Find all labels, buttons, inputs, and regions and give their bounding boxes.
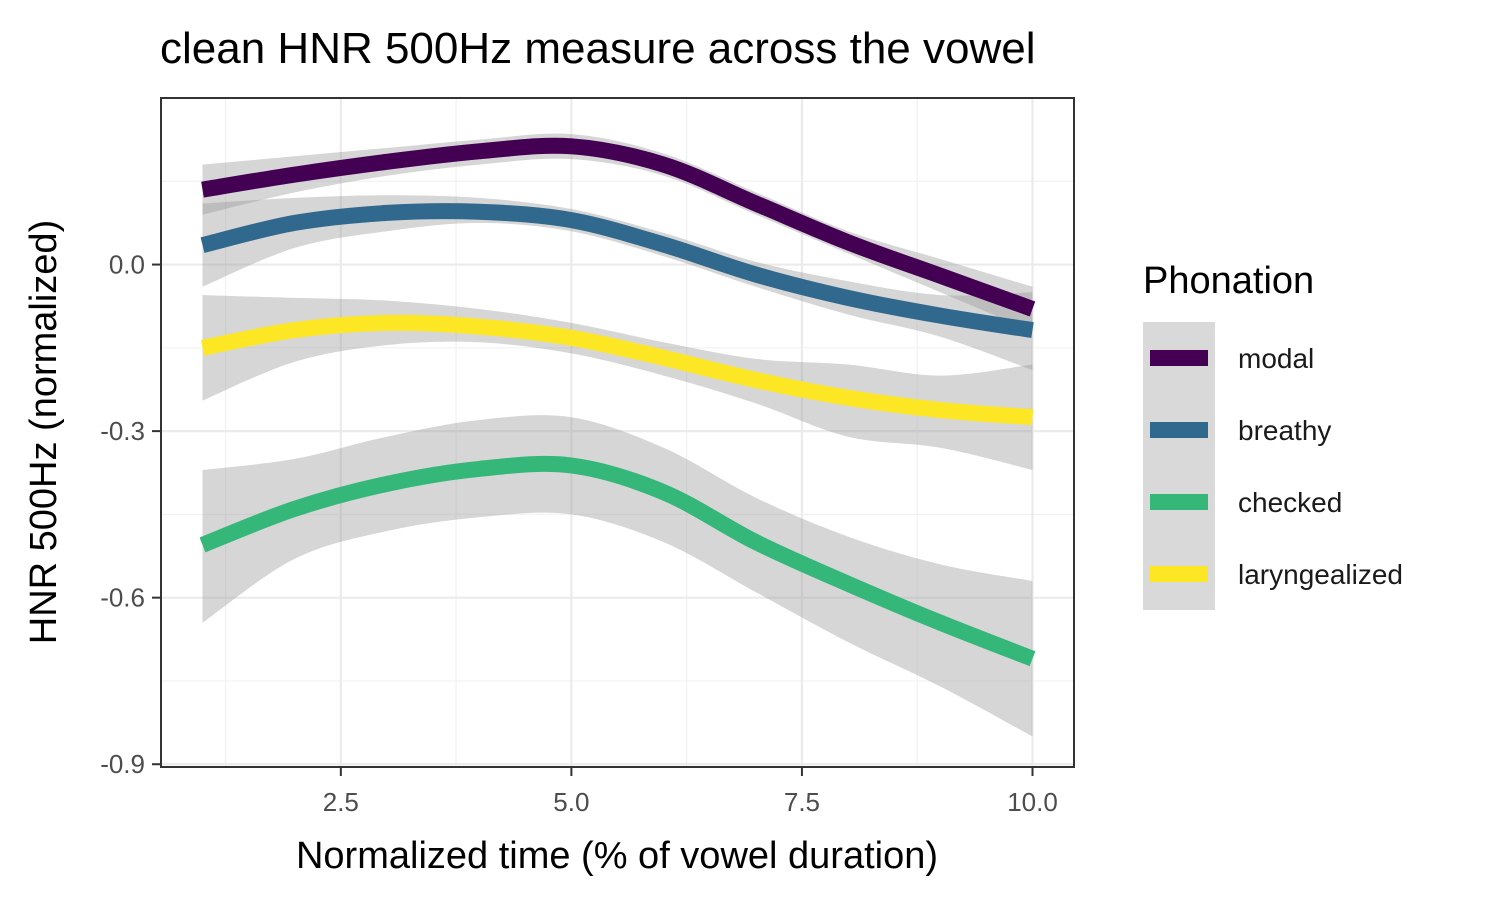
legend-items: modal breathy checked laryngealized xyxy=(1150,343,1403,590)
grid-lines xyxy=(161,98,1074,767)
legend: Phonation modal breathy checked laryngealiz… xyxy=(1143,260,1403,610)
series-line-checked xyxy=(199,455,1036,667)
x-tick-label: 7.5 xyxy=(784,787,820,817)
legend-label-checked: checked xyxy=(1238,487,1342,518)
legend-label-laryngealized: laryngealized xyxy=(1238,559,1403,590)
legend-label-modal: modal xyxy=(1238,343,1314,374)
y-tick-label: -0.6 xyxy=(100,583,145,613)
y-tick-label: -0.3 xyxy=(100,416,145,446)
x-tick-label: 5.0 xyxy=(553,787,589,817)
y-tick-label: 0.0 xyxy=(109,250,145,280)
ribbon-laryngealized xyxy=(202,295,1033,470)
x-axis: 2.5 5.0 7.5 10.0 xyxy=(323,767,1058,817)
series-lines xyxy=(199,137,1036,667)
legend-key-background xyxy=(1143,322,1215,610)
legend-label-breathy: breathy xyxy=(1238,415,1331,446)
legend-title: Phonation xyxy=(1143,260,1314,302)
chart-title: clean HNR 500Hz measure across the vowel xyxy=(160,24,1036,73)
x-tick-label: 10.0 xyxy=(1007,787,1058,817)
series-line-breathy xyxy=(200,203,1034,339)
series-line-modal xyxy=(201,137,1036,317)
x-axis-title: Normalized time (% of vowel duration) xyxy=(296,835,938,877)
series-line-laryngealized xyxy=(200,314,1034,426)
y-axis-title: HNR 500Hz (normalized) xyxy=(23,220,65,644)
ribbon-checked xyxy=(202,415,1033,737)
y-axis: -0.9 -0.6 -0.3 0.0 xyxy=(100,250,161,779)
x-tick-label: 2.5 xyxy=(323,787,359,817)
y-tick-label: -0.9 xyxy=(100,749,145,779)
plot-panel-border xyxy=(160,97,1075,768)
